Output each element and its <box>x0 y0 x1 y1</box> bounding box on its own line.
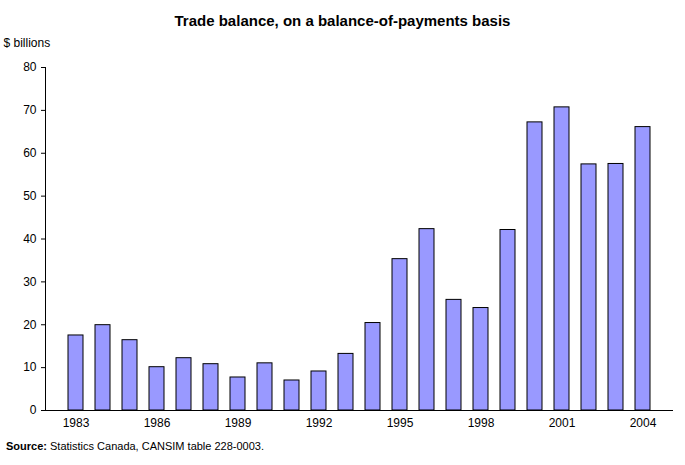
svg-text:2001: 2001 <box>549 416 576 430</box>
svg-text:80: 80 <box>23 60 37 74</box>
svg-text:1998: 1998 <box>468 416 495 430</box>
html-text:Source: Statistics Canada, CAN: Source: Statistics Canada, CANSIM table … <box>6 440 264 452</box>
svg-text:20: 20 <box>23 318 37 332</box>
svg-text:30: 30 <box>23 275 37 289</box>
svg-text:1983: 1983 <box>63 416 90 430</box>
svg-text:40: 40 <box>23 232 37 246</box>
html-text:Trade balance, on a balance-of: Trade balance, on a balance-of-payments … <box>174 12 511 29</box>
svg-text:50: 50 <box>23 189 37 203</box>
svg-text:1986: 1986 <box>144 416 171 430</box>
svg-text:10: 10 <box>23 360 37 374</box>
svg-text:2004: 2004 <box>630 416 657 430</box>
svg-text:60: 60 <box>23 146 37 160</box>
svg-text:70: 70 <box>23 103 37 117</box>
svg-text:1989: 1989 <box>225 416 252 430</box>
svg-text:0: 0 <box>30 403 37 417</box>
svg-text:1995: 1995 <box>387 416 414 430</box>
svg-text:1992: 1992 <box>306 416 333 430</box>
svg-text:$ billions: $ billions <box>4 36 51 50</box>
